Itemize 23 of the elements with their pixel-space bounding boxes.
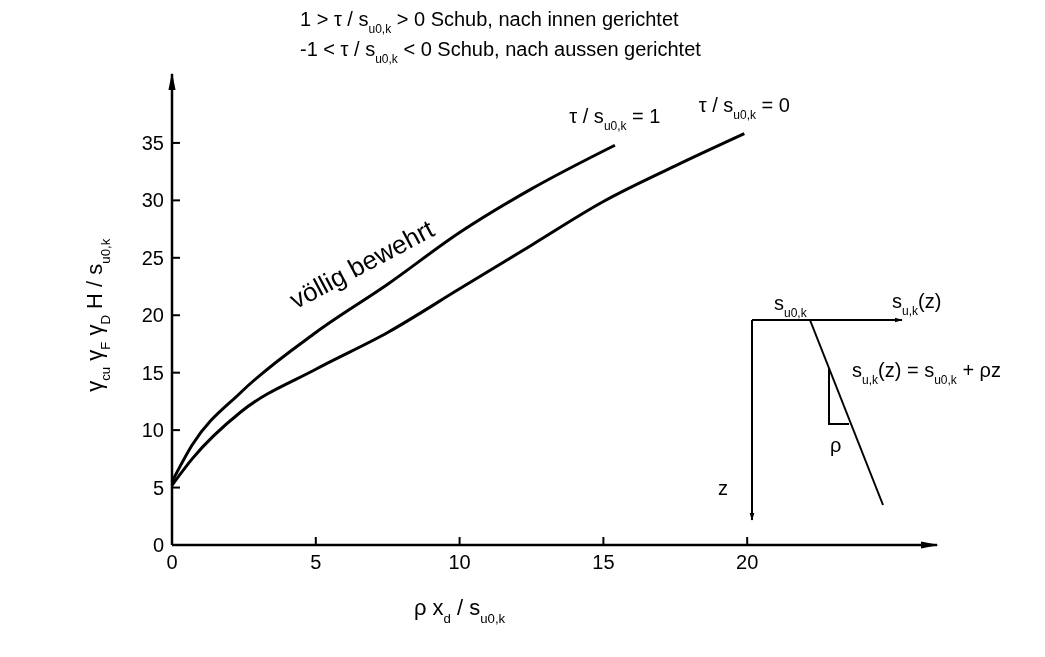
annotation: ρ <box>830 434 842 456</box>
x-axis-title: ρ x$_{d}$ / s$_{u0,k}$ <box>413 595 506 626</box>
y-tick-label: 20 <box>141 304 164 327</box>
annotation: s$_{u0,k}$ <box>774 292 808 320</box>
y-tick-label: 10 <box>141 419 164 442</box>
x-tick-label: 5 <box>310 551 322 573</box>
x-tick-label: 0 <box>166 551 178 573</box>
x-tick-label: 10 <box>448 551 471 573</box>
y-tick-label: 5 <box>152 476 164 499</box>
series-label: τ / s$_{u0,k}$ = 0 <box>698 93 790 122</box>
y-tick-label: 0 <box>152 534 164 556</box>
x-tick-label: 20 <box>736 551 759 573</box>
annotation: z <box>718 477 728 499</box>
x-tick-label: 15 <box>592 551 615 573</box>
chart-subtitle: -1 < τ / s$_{u0,k}$ < 0 Schub, nach aussen gerichtet <box>300 38 702 66</box>
y-tick-label: 25 <box>141 246 164 269</box>
annotation: s$_{u,k}$(z) <box>892 290 942 318</box>
series-label: τ / s$_{u0,k}$ = 1 <box>569 105 661 134</box>
annotation: s$_{u,k}$(z) = s$_{u0,k}$ + ρz <box>852 359 1001 387</box>
y-tick-label: 35 <box>141 131 164 154</box>
y-tick-label: 30 <box>141 189 164 212</box>
y-tick-label: 15 <box>141 361 164 384</box>
chart-title: 1 > τ / s$_{u0,k}$ > 0 Schub, nach innen gerichtet <box>300 8 680 36</box>
